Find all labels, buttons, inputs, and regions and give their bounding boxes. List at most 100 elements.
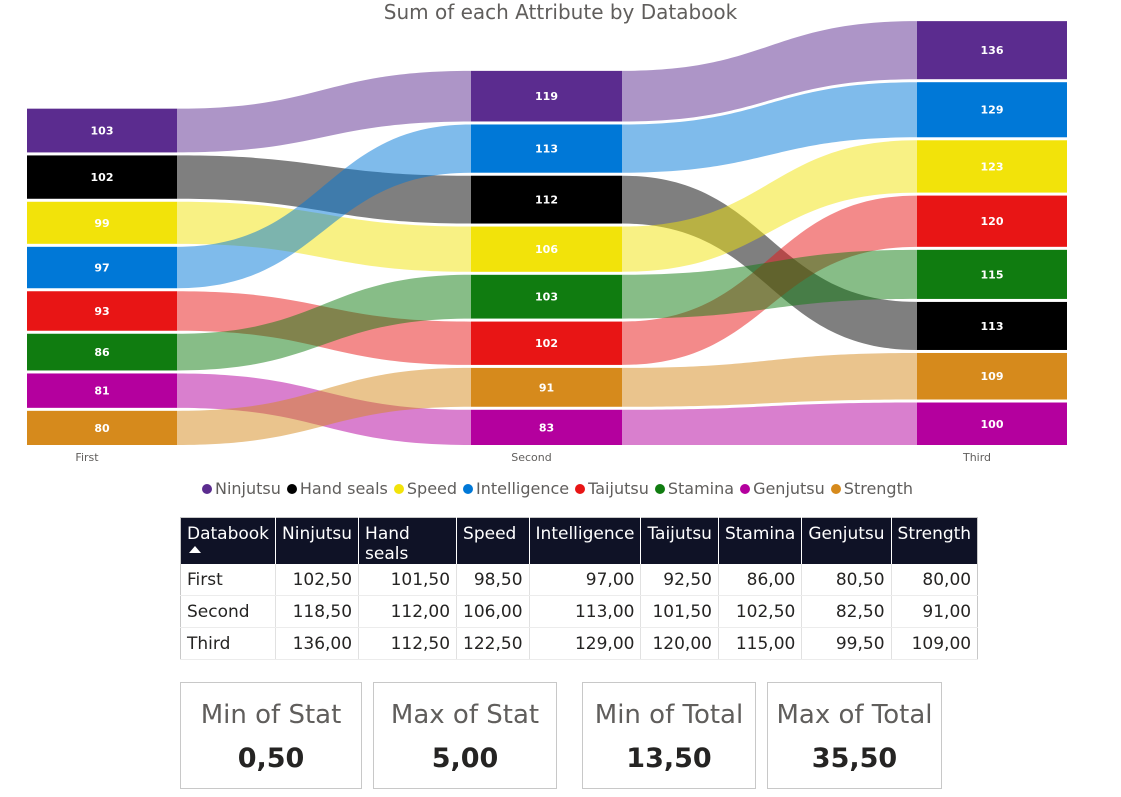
- ribbon-speed-first-to-second[interactable]: [177, 201, 471, 272]
- bar-intelligence-first[interactable]: [27, 246, 177, 289]
- data-label-hand-seals-first: 102: [91, 171, 114, 184]
- data-label-speed-third: 123: [981, 160, 1004, 173]
- data-label-stamina-first: 86: [94, 346, 110, 359]
- data-label-taijutsu-third: 120: [981, 215, 1004, 228]
- bar-ninjutsu-first[interactable]: [27, 108, 177, 153]
- bar-stamina-second[interactable]: [471, 274, 622, 319]
- data-label-genjutsu-first: 81: [94, 385, 109, 398]
- legend-dot-icon: [393, 483, 404, 494]
- table-cell: 115,00: [718, 627, 803, 660]
- legend-item-strength[interactable]: Strength: [830, 479, 913, 498]
- chart-title: Sum of each Attribute by Databook: [383, 0, 738, 24]
- column-header-speed[interactable]: Speed: [456, 517, 530, 564]
- bar-hand-seals-second[interactable]: [471, 175, 622, 224]
- legend: Ninjutsu Hand seals Speed Intelligence T…: [0, 479, 1121, 498]
- table-cell: 112,50: [358, 627, 458, 660]
- ribbon-genjutsu-second-to-third[interactable]: [622, 402, 917, 445]
- ribbon-stamina-first-to-second[interactable]: [177, 274, 471, 371]
- legend-item-taijutsu[interactable]: Taijutsu: [575, 479, 649, 498]
- data-label-strength-second: 91: [539, 381, 554, 394]
- legend-dot-icon: [654, 483, 665, 494]
- legend-label: Hand seals: [299, 479, 388, 498]
- legend-label: Stamina: [667, 479, 735, 498]
- column-header-intelligence[interactable]: Intelligence: [529, 517, 642, 564]
- legend-item-speed[interactable]: Speed: [393, 479, 458, 498]
- legend-item-stamina[interactable]: Stamina: [654, 479, 735, 498]
- bar-hand-seals-third[interactable]: [917, 301, 1067, 350]
- column-header-strength[interactable]: Strength: [891, 517, 978, 564]
- column-header-hand-seals[interactable]: Hand seals: [358, 517, 458, 564]
- bar-strength-second[interactable]: [471, 367, 622, 407]
- card-min-of-total: Min of Total 13,50: [582, 682, 756, 789]
- table-cell: 102,50: [275, 564, 360, 596]
- category-label-first: First: [75, 451, 99, 464]
- ribbon-speed-second-to-third[interactable]: [622, 140, 917, 272]
- bar-intelligence-second[interactable]: [471, 124, 622, 173]
- ribbon-strength-second-to-third[interactable]: [622, 352, 917, 407]
- card-label: Max of Stat: [390, 700, 540, 730]
- bar-stamina-third[interactable]: [917, 249, 1067, 299]
- legend-label: Intelligence: [476, 479, 570, 498]
- ribbon-ninjutsu-first-to-second[interactable]: [177, 70, 471, 153]
- bar-strength-first[interactable]: [27, 410, 177, 445]
- column-header-ninjutsu[interactable]: Ninjutsu: [275, 517, 360, 564]
- bar-hand-seals-first[interactable]: [27, 155, 177, 199]
- column-header-genjutsu[interactable]: Genjutsu: [801, 517, 892, 564]
- bar-intelligence-third[interactable]: [917, 82, 1067, 138]
- column-header-stamina[interactable]: Stamina: [718, 517, 803, 564]
- table-cell: Second: [180, 595, 277, 628]
- bar-stamina-first[interactable]: [27, 333, 177, 371]
- bar-taijutsu-second[interactable]: [471, 321, 622, 365]
- bar-genjutsu-third[interactable]: [917, 402, 1067, 445]
- bar-speed-third[interactable]: [917, 140, 1067, 193]
- column-header-label: Databook: [187, 524, 270, 544]
- table-row: Second 118,50 112,00 106,00 113,00 101,5…: [180, 595, 978, 628]
- bar-genjutsu-second[interactable]: [471, 409, 622, 445]
- bar-ninjutsu-third[interactable]: [917, 21, 1067, 80]
- legend-label: Strength: [843, 479, 913, 498]
- ribbon-strength-first-to-second[interactable]: [177, 367, 471, 445]
- data-label-hand-seals-third: 113: [981, 320, 1004, 333]
- data-label-strength-first: 80: [94, 422, 110, 435]
- bar-speed-first[interactable]: [27, 201, 177, 244]
- legend-dot-icon: [202, 483, 212, 494]
- data-label-intelligence-first: 97: [94, 262, 109, 275]
- category-label-third: Third: [962, 451, 991, 464]
- bar-speed-second[interactable]: [471, 226, 622, 272]
- table-cell: 112,00: [358, 595, 458, 628]
- table-cell: 120,00: [640, 627, 719, 660]
- ribbon-ninjutsu-second-to-third[interactable]: [622, 21, 917, 122]
- table-cell: 92,50: [640, 564, 719, 596]
- legend-item-genjutsu[interactable]: Genjutsu: [740, 479, 825, 498]
- table-cell: 80,00: [891, 564, 978, 596]
- card-max-of-stat: Max of Stat 5,00: [373, 682, 557, 789]
- ribbon-stamina-second-to-third[interactable]: [622, 249, 917, 319]
- bar-taijutsu-first[interactable]: [27, 291, 177, 331]
- data-label-genjutsu-third: 100: [981, 418, 1004, 431]
- table-cell: Third: [180, 627, 277, 660]
- card-value: 5,00: [431, 743, 499, 774]
- bar-genjutsu-first[interactable]: [27, 373, 177, 408]
- legend-item-hand-seals[interactable]: Hand seals: [286, 479, 388, 498]
- ribbon-intelligence-second-to-third[interactable]: [622, 82, 917, 173]
- legend-dot-icon: [740, 483, 751, 494]
- data-label-genjutsu-second: 83: [539, 421, 554, 434]
- column-header-taijutsu[interactable]: Taijutsu: [640, 517, 719, 564]
- table-cell: 106,00: [456, 595, 530, 628]
- legend-label: Ninjutsu: [215, 479, 281, 498]
- data-label-ninjutsu-second: 119: [535, 90, 558, 103]
- table-cell: 91,00: [891, 595, 978, 628]
- card-value: 35,50: [811, 743, 898, 774]
- bar-ninjutsu-second[interactable]: [471, 70, 622, 122]
- ribbon-intelligence-first-to-second[interactable]: [177, 124, 471, 289]
- legend-item-intelligence[interactable]: Intelligence: [463, 479, 569, 498]
- bar-strength-third[interactable]: [917, 352, 1067, 400]
- legend-label: Speed: [406, 479, 458, 498]
- bar-taijutsu-third[interactable]: [917, 195, 1067, 247]
- data-label-stamina-third: 115: [981, 268, 1004, 281]
- data-label-taijutsu-first: 93: [94, 305, 109, 318]
- table-header-row: Databook Ninjutsu Hand seals Speed Intel…: [180, 517, 978, 564]
- data-label-ninjutsu-first: 103: [91, 125, 114, 138]
- legend-item-ninjutsu[interactable]: Ninjutsu: [202, 479, 281, 498]
- column-header-databook[interactable]: Databook: [180, 517, 277, 564]
